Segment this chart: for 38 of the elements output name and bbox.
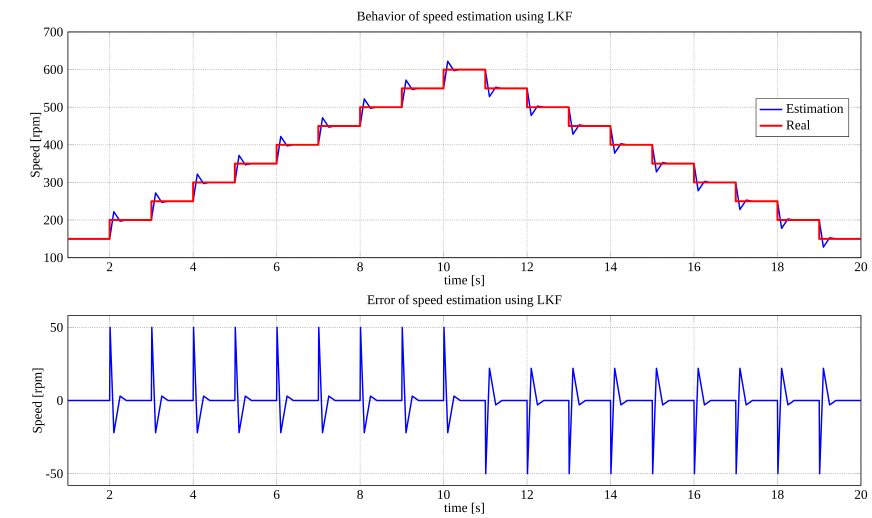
- y-tick-label: 100: [44, 253, 63, 262]
- y-tick-label: 400: [44, 140, 63, 150]
- x-axis-title: time [s]: [444, 274, 484, 286]
- x-tick-label: 10: [438, 262, 450, 272]
- y-tick-label: 50: [50, 322, 63, 332]
- x-tick-label: 10: [438, 490, 450, 499]
- y-tick-label: 600: [44, 64, 63, 74]
- x-axis-title: time [s]: [444, 502, 484, 514]
- y-tick-label: 200: [44, 215, 63, 224]
- x-tick-label: 20: [854, 490, 868, 499]
- x-tick-label: 14: [605, 262, 617, 272]
- x-tick-label: 4: [190, 262, 196, 271]
- x-tick-label: 16: [688, 262, 700, 272]
- y-tick-label: 0: [57, 396, 63, 405]
- x-tick-label: 8: [357, 490, 363, 499]
- y-tick-label: 500: [44, 102, 63, 112]
- x-tick-label: 18: [772, 262, 784, 272]
- x-tick-label: 20: [854, 262, 868, 272]
- y-tick-label: 700: [44, 27, 63, 36]
- x-tick-label: 8: [357, 262, 363, 272]
- y-tick-label: -50: [46, 469, 63, 478]
- x-tick-label: 16: [688, 490, 700, 499]
- legend-label: Real: [786, 120, 810, 130]
- chart-title: Behavior of speed estimation using LKF: [357, 10, 572, 24]
- x-tick-label: 18: [772, 490, 784, 499]
- x-tick-label: 12: [522, 490, 533, 499]
- chart-title: Error of speed estimation using LKF: [367, 294, 562, 307]
- x-tick-label: 4: [190, 490, 196, 499]
- x-tick-label: 2: [106, 490, 112, 499]
- x-tick-label: 6: [274, 490, 280, 499]
- legend-label: Estimation: [786, 104, 844, 113]
- y-axis-title: Speed [rpm]: [32, 368, 44, 432]
- x-tick-label: 14: [605, 490, 617, 499]
- x-tick-label: 6: [274, 262, 280, 272]
- x-tick-label: 2: [106, 262, 112, 272]
- y-tick-label: 300: [44, 178, 63, 187]
- x-tick-label: 12: [522, 262, 533, 272]
- y-axis-title: Speed [rpm]: [30, 112, 42, 177]
